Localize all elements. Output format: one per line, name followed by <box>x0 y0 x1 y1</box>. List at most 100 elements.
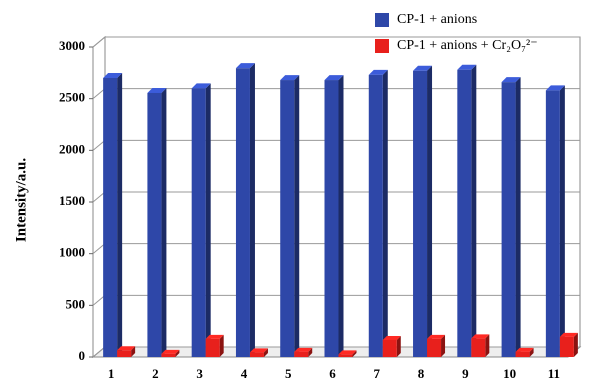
legend-label: CP-1 + anions + Cr₂O₇²⁻ <box>397 38 538 53</box>
bar-side <box>249 63 255 357</box>
bar <box>205 334 224 357</box>
x-tick-label: 7 <box>374 366 381 381</box>
bar-front <box>471 338 486 357</box>
bar <box>413 65 433 358</box>
x-tick-label: 5 <box>285 366 292 381</box>
bar <box>161 349 180 357</box>
bar-front <box>382 339 397 357</box>
bar-side <box>131 346 136 357</box>
y-tick-label: 1500 <box>59 193 85 208</box>
bar-top <box>103 73 123 78</box>
bar-front <box>368 74 383 358</box>
bar-top <box>382 335 401 340</box>
bar-side <box>294 75 300 358</box>
x-tick-label: 11 <box>548 366 560 381</box>
bar-side <box>175 349 180 357</box>
bar <box>235 63 255 357</box>
bar <box>427 334 446 357</box>
bar-top <box>147 87 167 93</box>
x-tick-label: 2 <box>152 366 159 381</box>
bar-top <box>324 75 344 81</box>
bar <box>324 75 344 358</box>
bar <box>545 85 565 358</box>
bar-top <box>515 347 534 352</box>
bar-front <box>191 88 206 357</box>
legend-swatch <box>375 13 389 27</box>
bar-top <box>338 350 357 355</box>
bar-side <box>161 87 167 357</box>
bar-front <box>249 352 264 357</box>
bar-front <box>501 82 516 357</box>
x-tick-label: 8 <box>418 366 425 381</box>
bar-side <box>382 69 388 358</box>
bar <box>559 332 578 357</box>
bar-top <box>427 334 446 339</box>
bar <box>249 348 268 357</box>
bar-side <box>573 332 578 357</box>
bar-side <box>515 77 521 357</box>
bar-side <box>219 334 224 357</box>
bar-top <box>205 334 224 339</box>
x-tick-label: 4 <box>241 366 248 381</box>
bar-front <box>413 70 428 358</box>
bar-top <box>559 332 578 337</box>
bar-top <box>161 349 180 354</box>
bar-front <box>280 80 295 358</box>
bar <box>103 73 123 357</box>
bar-front <box>545 90 560 358</box>
bar-side <box>117 73 123 357</box>
bar-front <box>147 92 162 357</box>
x-tick-label: 3 <box>196 366 203 381</box>
bar-side <box>205 83 211 357</box>
bar-side <box>485 334 490 357</box>
bar-front <box>559 336 574 357</box>
bar-side <box>427 65 433 358</box>
y-axis-label: Intensity/a.u. <box>13 158 29 242</box>
bar-side <box>352 350 357 357</box>
bar-front <box>457 69 472 357</box>
bar-top <box>457 64 477 70</box>
legend-label: CP-1 + anions <box>397 12 477 27</box>
bar-top <box>191 83 211 89</box>
x-tick-label: 9 <box>462 366 469 381</box>
bar <box>280 75 300 358</box>
grid-line <box>92 36 580 48</box>
bar-side <box>559 85 565 358</box>
bar-top <box>249 348 268 353</box>
bar-top <box>294 347 313 352</box>
bar <box>501 77 521 357</box>
bar-side <box>529 347 534 357</box>
bar-front <box>324 80 339 358</box>
y-tick-label: 2000 <box>59 141 85 156</box>
bar <box>515 347 534 357</box>
bar-side <box>396 335 401 357</box>
bar-side <box>471 64 477 357</box>
bar-side <box>308 347 313 357</box>
bar-front <box>338 354 353 357</box>
x-tick-label: 1 <box>108 366 115 381</box>
bar-front <box>427 338 442 357</box>
legend-swatch <box>375 39 389 53</box>
bar <box>294 347 313 357</box>
y-tick-label: 3000 <box>59 38 85 53</box>
y-tick-label: 0 <box>79 348 86 363</box>
bar-front <box>205 338 220 357</box>
bar-front <box>294 351 309 357</box>
bar-side <box>338 75 344 358</box>
bar-top <box>471 334 490 339</box>
bar <box>338 350 357 357</box>
bar <box>117 346 136 357</box>
bar-top <box>280 75 300 81</box>
y-tick-label: 500 <box>66 296 86 311</box>
bar <box>457 64 477 357</box>
bar <box>147 87 167 357</box>
bar-top <box>235 63 255 69</box>
bar-front <box>515 351 530 357</box>
bar-side <box>441 334 446 357</box>
bar <box>368 69 388 358</box>
bar-top <box>501 77 521 83</box>
bar-top <box>117 346 136 351</box>
y-tick-label: 1000 <box>59 245 85 260</box>
bar-front <box>235 68 250 357</box>
